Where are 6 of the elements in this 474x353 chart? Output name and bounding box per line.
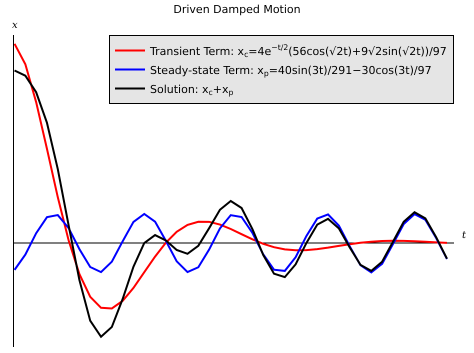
x-axis-title: t	[462, 230, 467, 241]
legend-label: Steady-state Term: x$_{p}$=40sin(3t)/291−30cos(3t)/97	[150, 64, 432, 78]
chart-title: Driven Damped Motion	[173, 2, 301, 16]
legend-label: Transient Term: x$_{c}$=4e$^{−t/2}$(56cos(√2t)+9√2sin(√2t))/97	[149, 43, 447, 60]
legend-label: Solution: x$_{c}$+x$_{p}$	[150, 82, 234, 98]
y-axis-title: x	[12, 20, 18, 31]
